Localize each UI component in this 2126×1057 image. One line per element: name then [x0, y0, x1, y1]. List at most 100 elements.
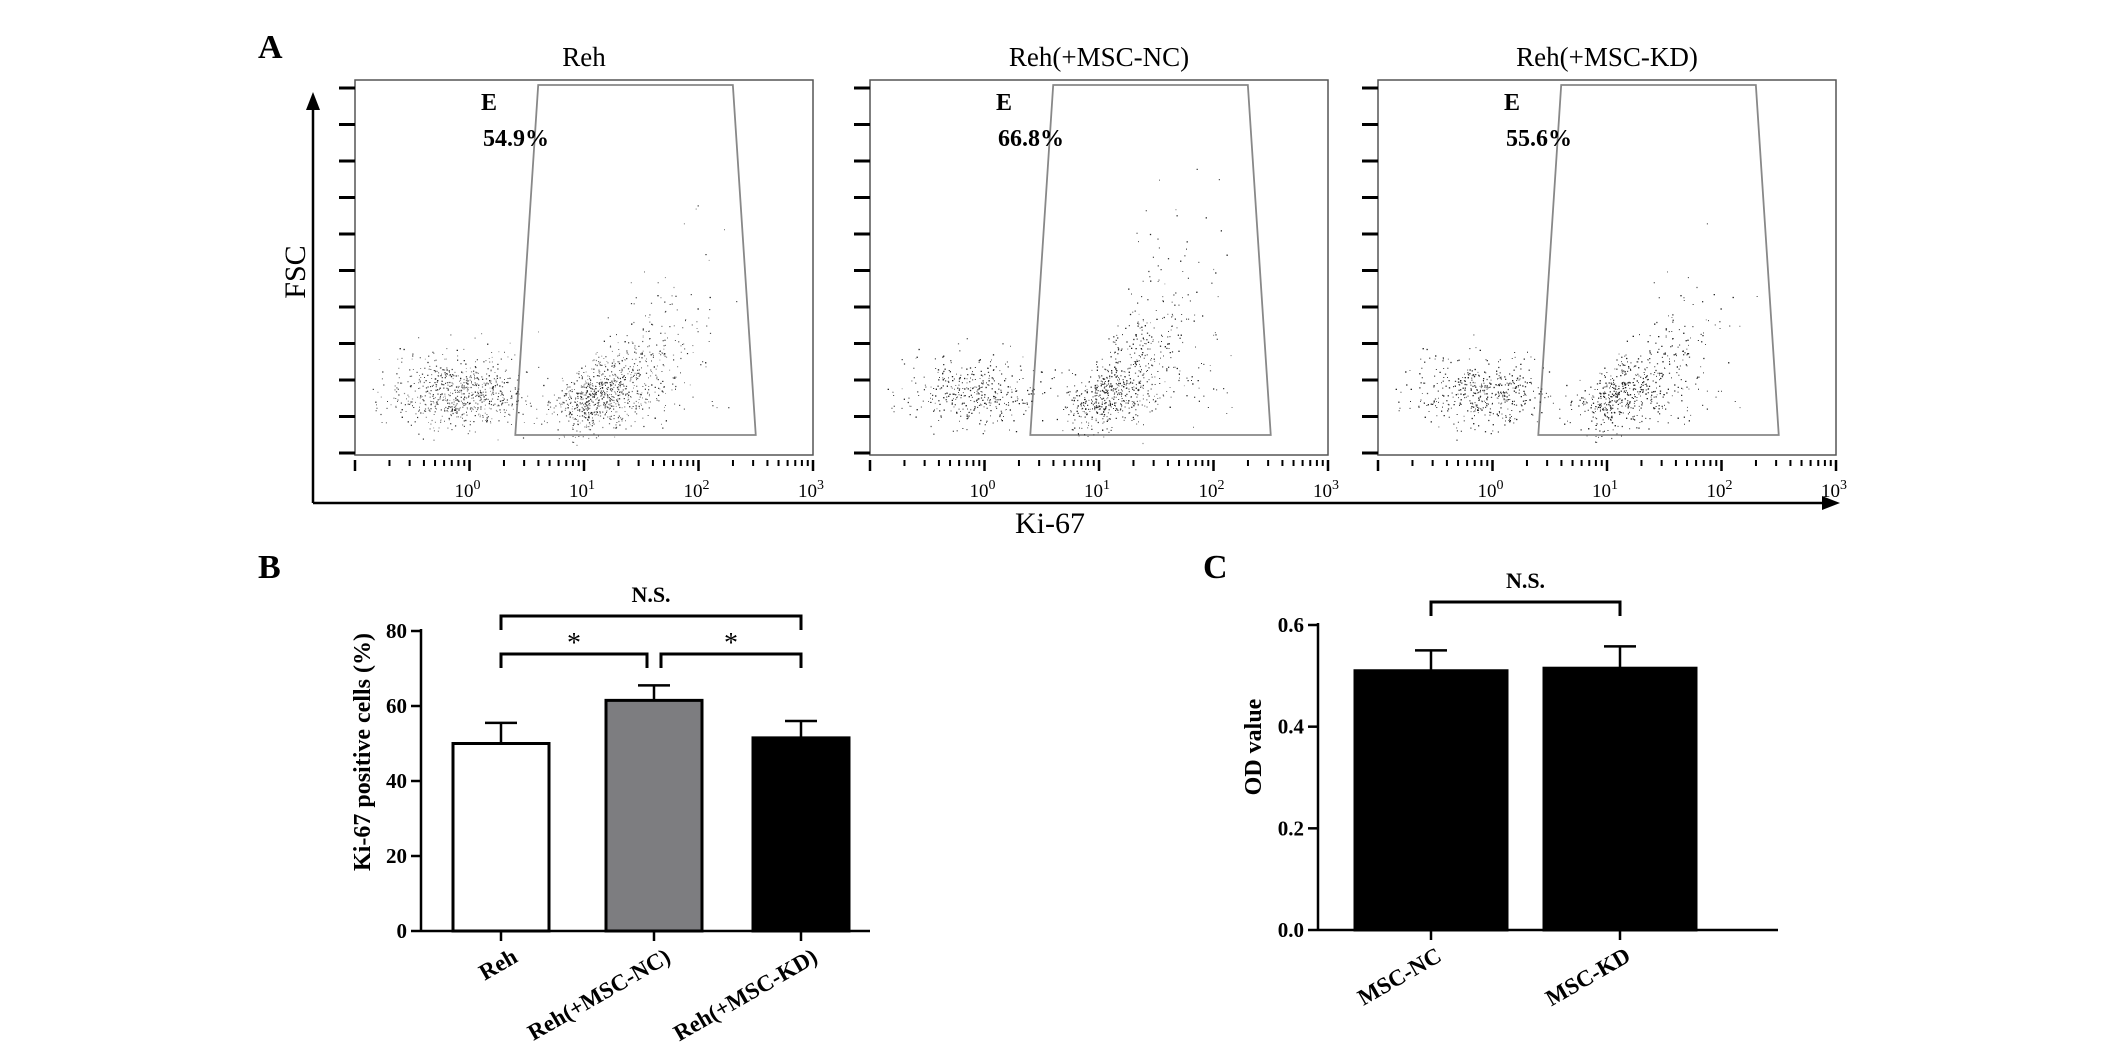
event-point — [652, 372, 653, 374]
event-point — [492, 393, 495, 395]
event-point — [1067, 391, 1069, 393]
event-point — [960, 394, 962, 396]
event-point — [952, 380, 954, 382]
event-point — [1102, 378, 1104, 380]
event-point — [621, 374, 623, 375]
event-point — [624, 402, 626, 403]
event-point — [450, 423, 452, 425]
event-point — [1066, 392, 1068, 394]
event-point — [616, 399, 618, 401]
event-point — [697, 308, 699, 310]
event-point — [424, 395, 426, 397]
event-point — [665, 356, 668, 358]
event-point — [1135, 335, 1137, 337]
event-point — [647, 415, 649, 416]
event-point — [457, 399, 459, 401]
event-point — [565, 400, 567, 402]
event-point — [1077, 433, 1079, 434]
event-point — [638, 393, 640, 395]
event-point — [987, 399, 989, 401]
event-point — [1090, 386, 1092, 388]
event-point — [1138, 241, 1139, 243]
event-point — [991, 388, 993, 390]
event-point — [1171, 301, 1173, 303]
event-point — [1213, 334, 1215, 336]
event-point — [1108, 409, 1110, 411]
event-point — [1142, 337, 1144, 339]
event-point — [463, 398, 465, 400]
event-point — [609, 405, 611, 407]
event-point — [968, 411, 970, 413]
event-point — [579, 422, 581, 424]
event-point — [604, 376, 606, 377]
event-point — [1173, 391, 1175, 393]
event-point — [1108, 380, 1110, 382]
event-point — [1176, 327, 1178, 329]
event-point — [638, 405, 640, 407]
event-point — [574, 418, 576, 420]
event-point — [515, 393, 517, 395]
event-point — [577, 405, 579, 407]
event-point — [981, 382, 983, 384]
event-point — [487, 418, 488, 420]
event-point — [451, 415, 452, 417]
event-point — [457, 391, 459, 393]
event-point — [629, 366, 631, 368]
event-point — [645, 360, 646, 362]
event-point — [483, 382, 485, 384]
event-point — [623, 385, 625, 387]
event-point — [1133, 386, 1135, 388]
event-point — [476, 359, 478, 361]
event-point — [611, 398, 613, 401]
event-point — [956, 373, 957, 375]
event-point — [1154, 360, 1156, 362]
event-point — [582, 402, 583, 404]
event-point — [429, 382, 431, 383]
event-point — [639, 396, 641, 398]
event-point — [594, 393, 596, 395]
event-point — [593, 394, 595, 395]
event-point — [1041, 371, 1043, 373]
event-point — [437, 430, 439, 432]
event-point — [958, 389, 960, 391]
event-point — [1138, 382, 1140, 384]
event-point — [1104, 381, 1106, 382]
event-point — [460, 363, 462, 365]
event-point — [1463, 415, 1465, 417]
event-point — [1120, 392, 1122, 393]
event-point — [634, 411, 636, 413]
plot-title: Reh(+MSC-KD) — [1516, 42, 1698, 72]
event-point — [536, 408, 538, 410]
panel-a-y-axis-title: FSC — [279, 245, 312, 298]
event-point — [1118, 348, 1120, 350]
event-point — [518, 412, 520, 414]
event-point — [492, 366, 494, 368]
event-point — [1665, 335, 1667, 337]
event-point — [506, 402, 508, 403]
event-point — [408, 396, 410, 398]
event-point — [591, 400, 593, 402]
event-point — [1101, 398, 1104, 400]
event-point — [942, 385, 944, 387]
event-point — [1007, 366, 1009, 368]
event-point — [577, 404, 578, 406]
event-point — [955, 385, 957, 386]
event-point — [1148, 334, 1151, 337]
event-point — [1118, 385, 1120, 387]
event-point — [1137, 325, 1139, 327]
event-point — [642, 408, 644, 410]
event-point — [1472, 381, 1474, 384]
event-point — [599, 389, 601, 391]
event-point — [465, 371, 467, 373]
event-point — [594, 414, 596, 416]
event-point — [504, 351, 505, 353]
event-point — [1136, 361, 1138, 362]
event-point — [1080, 403, 1082, 405]
event-point — [591, 412, 593, 414]
event-point — [953, 398, 954, 400]
event-point — [659, 388, 661, 390]
event-point — [1025, 410, 1027, 412]
event-point — [526, 404, 527, 405]
event-point — [1096, 412, 1099, 414]
event-point — [1105, 407, 1107, 409]
